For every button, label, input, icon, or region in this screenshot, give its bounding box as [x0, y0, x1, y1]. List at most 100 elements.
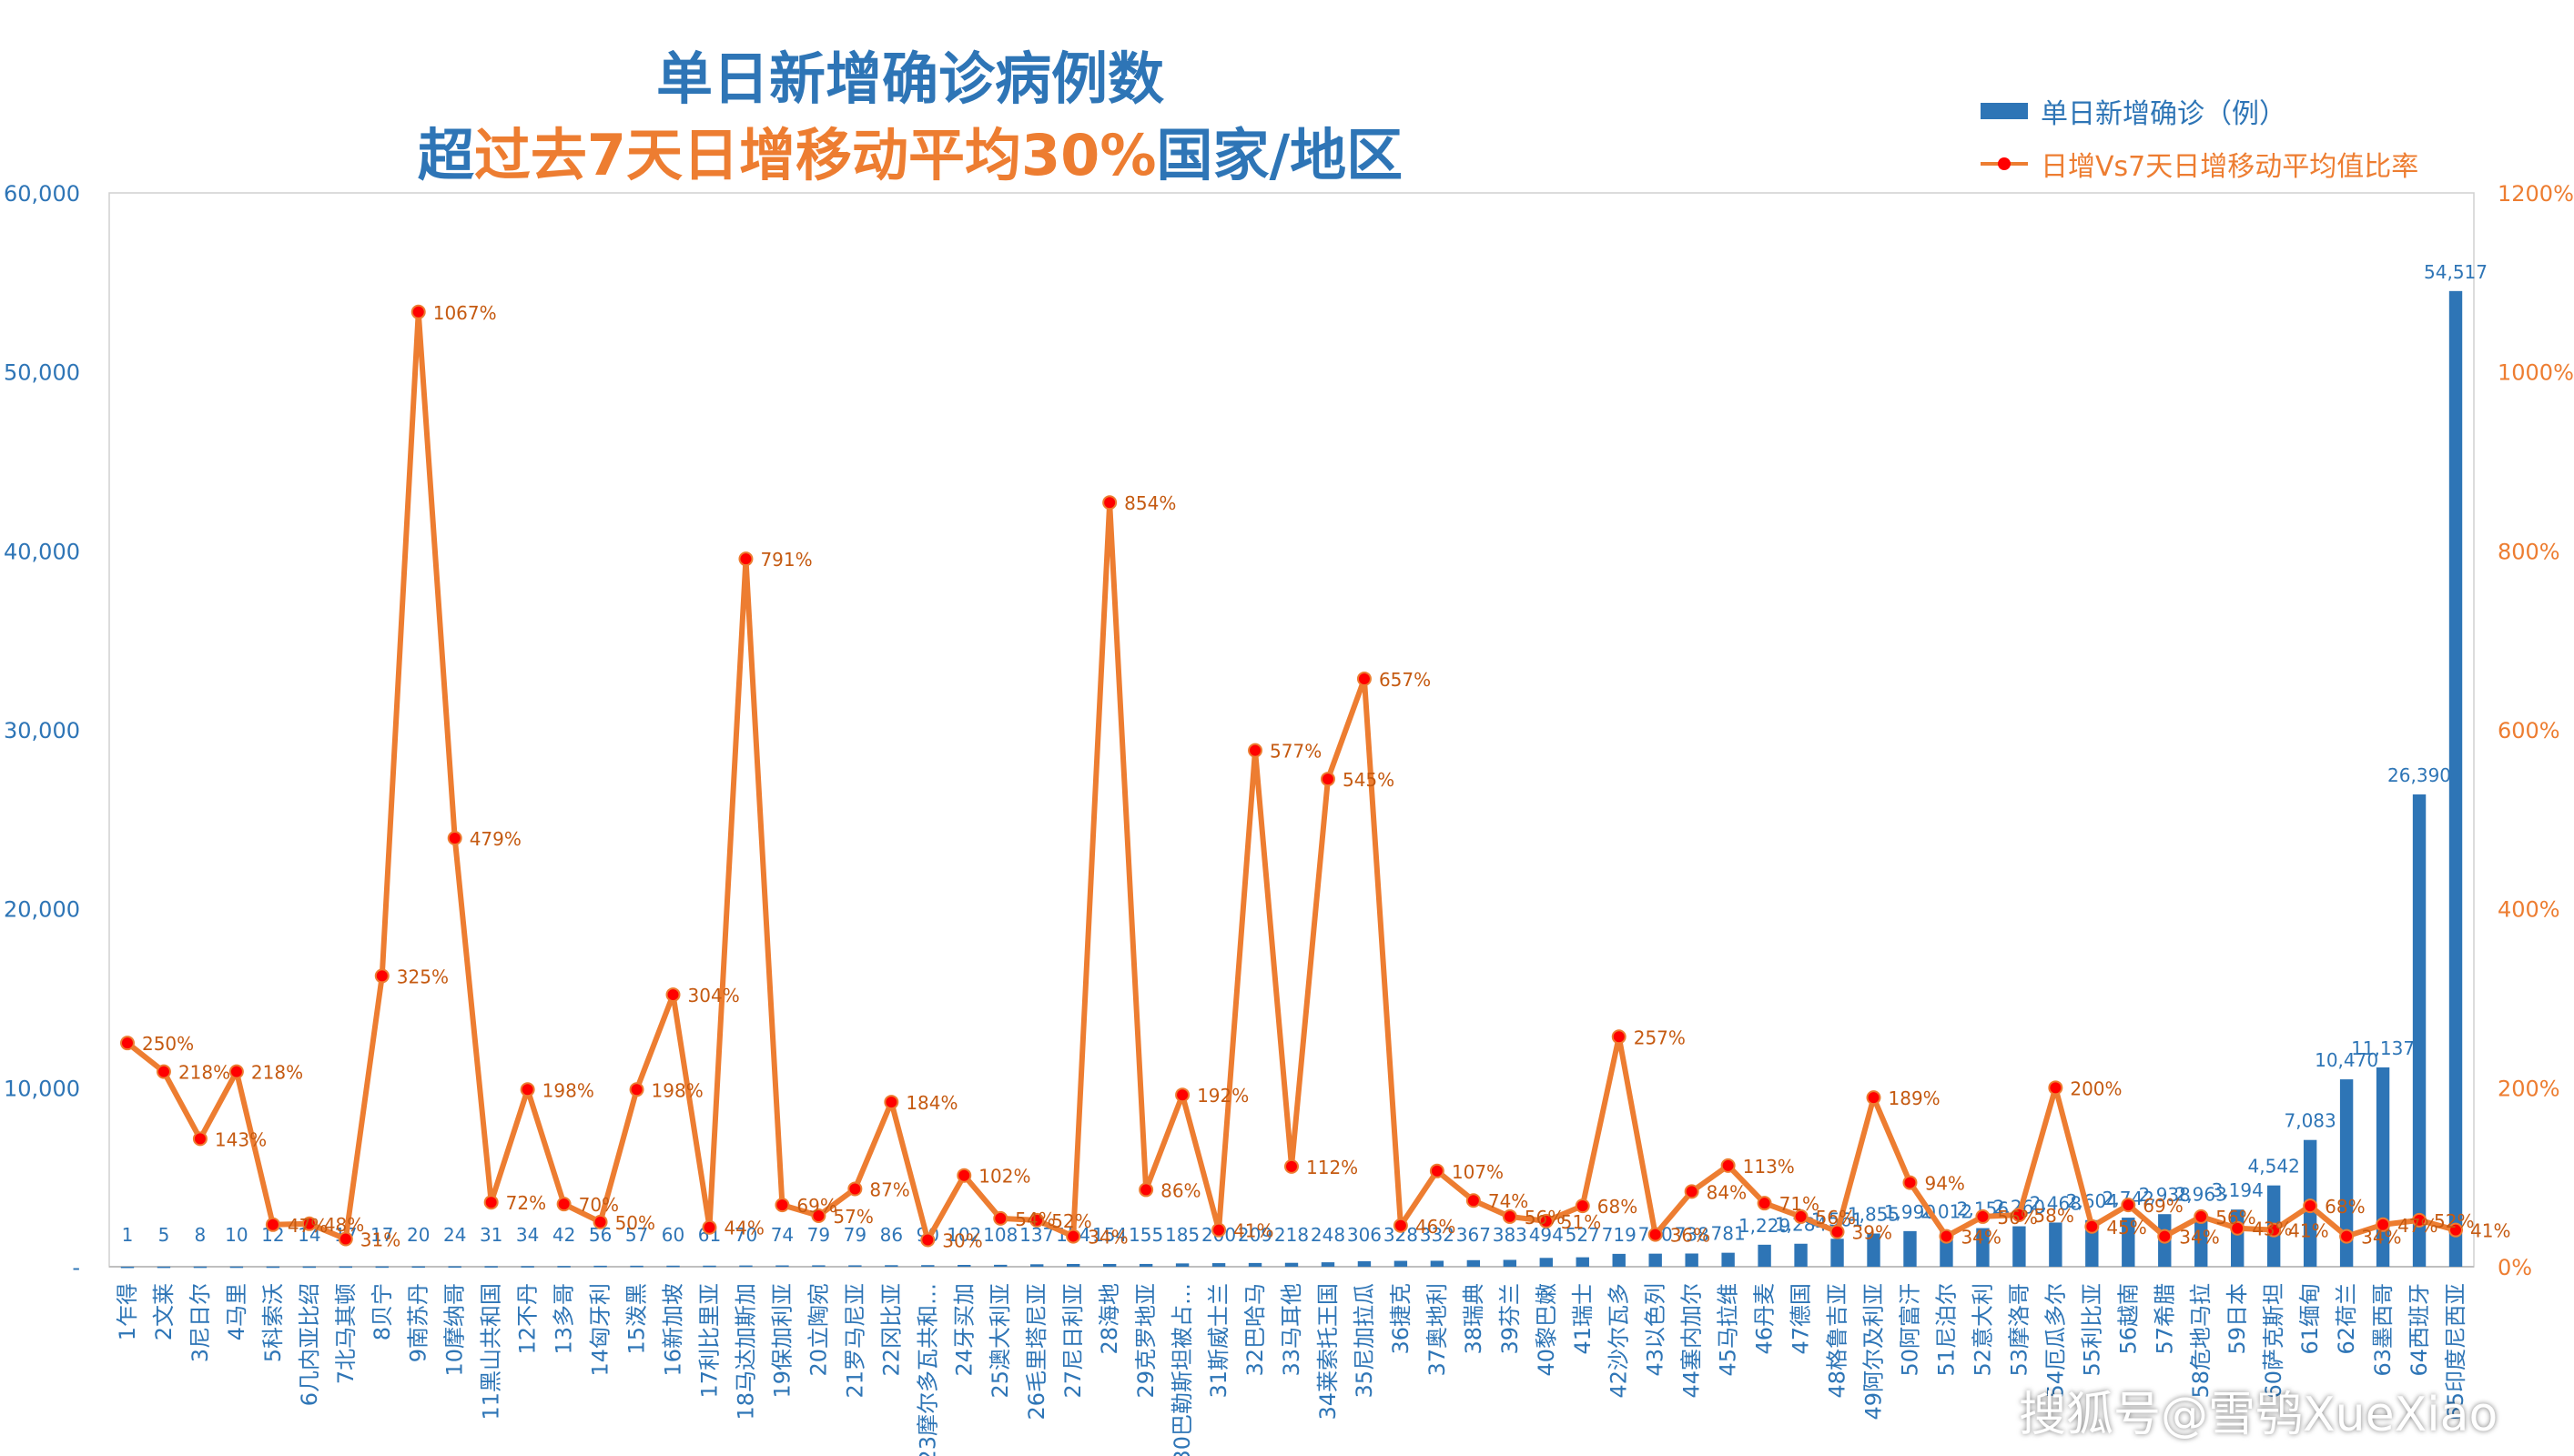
line-value-label: 56%: [2215, 1207, 2255, 1228]
category-label: 32巴哈马: [1242, 1283, 1268, 1377]
category-label: 4马里: [224, 1283, 249, 1340]
bar: [157, 1266, 171, 1269]
bar-value-label: 367: [1456, 1224, 1491, 1246]
bar-value-label: 42: [552, 1224, 575, 1246]
line-point: [1102, 495, 1118, 511]
line-point: [847, 1181, 863, 1197]
line-point: [1284, 1158, 1299, 1174]
line-value-label: 69%: [2143, 1195, 2183, 1217]
line-point: [593, 1214, 608, 1229]
line-point: [1975, 1208, 1991, 1224]
category-label: 58危地马拉: [2188, 1283, 2214, 1399]
bar-value-label: 383: [1493, 1224, 1527, 1246]
bar: [1284, 1262, 1299, 1267]
line-value-label: 48%: [324, 1214, 364, 1236]
y-left-tick-label: 60,000: [4, 181, 80, 207]
line-value-label: 198%: [652, 1079, 704, 1101]
bar: [375, 1266, 389, 1269]
bar: [339, 1266, 352, 1269]
line-point: [1502, 1208, 1517, 1224]
line-value-label: 56%: [1816, 1207, 1856, 1228]
bar-value-label: 7,083: [2285, 1110, 2336, 1132]
bar-value-label: 10: [225, 1224, 248, 1246]
bar: [1102, 1263, 1117, 1267]
line-point: [1320, 772, 1335, 787]
bar: [302, 1266, 317, 1269]
line-point: [702, 1219, 717, 1235]
line-value-label: 84%: [1707, 1181, 1747, 1203]
line-value-label: 71%: [1779, 1193, 1819, 1215]
line-value-label: 68%: [2325, 1196, 2365, 1218]
bar: [1794, 1243, 1808, 1267]
bar: [521, 1266, 534, 1268]
bar-value-label: 17: [370, 1224, 393, 1246]
category-label: 35尼加拉瓜: [1352, 1283, 1377, 1399]
category-label: 25澳大利亚: [988, 1283, 1013, 1399]
line-value-label: 304%: [688, 985, 740, 1006]
bar: [1721, 1252, 1735, 1267]
category-label: 62荷兰: [2334, 1283, 2359, 1355]
bar-value-label: 719: [1602, 1224, 1637, 1246]
bar-value-label: 2,963: [2175, 1184, 2227, 1206]
category-label: 56越南: [2115, 1283, 2141, 1355]
bar: [775, 1265, 789, 1268]
bar: [2049, 1222, 2062, 1267]
line-value-label: 218%: [251, 1062, 303, 1084]
category-label: 33马耳他: [1279, 1283, 1304, 1377]
line-value-label: 47%: [2397, 1215, 2437, 1237]
bar: [2122, 1218, 2135, 1267]
bar: [1321, 1262, 1335, 1267]
line-point: [1356, 671, 1372, 686]
category-label: 38瑞典: [1461, 1283, 1486, 1355]
category-label: 28海地: [1097, 1283, 1122, 1355]
line-value-label: 57%: [833, 1206, 873, 1228]
line-value-label: 87%: [869, 1178, 909, 1200]
line-point: [1175, 1087, 1191, 1103]
category-label: 49阿尔及利亚: [1861, 1283, 1887, 1421]
line-point: [2012, 1207, 2027, 1222]
y-right-tick-label: 1000%: [2498, 360, 2574, 386]
bar: [2339, 1079, 2354, 1267]
bar-value-label: 24: [443, 1224, 466, 1246]
bar: [2412, 794, 2427, 1267]
line-value-label: 72%: [506, 1192, 546, 1214]
category-label: 59日本: [2224, 1283, 2250, 1355]
bar-value-label: 20: [407, 1224, 430, 1246]
line-value-label: 68%: [1597, 1196, 1637, 1218]
subtitle-part-1: 过去7天日增移动平均30%: [473, 122, 1157, 188]
ratio-line: [126, 308, 2457, 1243]
bar-value-label: 2,604: [2066, 1190, 2118, 1212]
line-point: [2266, 1222, 2282, 1238]
line-point: [1757, 1196, 1772, 1211]
line-value-label: 102%: [978, 1166, 1030, 1188]
line-value-label: 56%: [1997, 1207, 2037, 1228]
category-label: 44塞内加尔: [1679, 1283, 1705, 1399]
line-value-label: 200%: [2070, 1077, 2122, 1099]
bar-value-label: 738: [1675, 1223, 1709, 1245]
category-label: 10摩纳哥: [442, 1283, 468, 1377]
line-point: [1611, 1029, 1626, 1045]
line-value-label: 36%: [1670, 1225, 1710, 1247]
bar: [1976, 1228, 1990, 1267]
bar: [411, 1266, 425, 1269]
bar-value-label: 3,194: [2212, 1179, 2264, 1201]
bar: [848, 1265, 862, 1267]
bar: [448, 1266, 461, 1269]
line-value-label: 30%: [942, 1230, 982, 1252]
line-value-label: 51%: [1561, 1211, 1601, 1233]
bar: [1539, 1258, 1553, 1267]
bar-value-label: 185: [1165, 1224, 1200, 1246]
line-point: [993, 1210, 1008, 1226]
bar-value-label: 209: [1238, 1224, 1272, 1246]
line-point: [2448, 1222, 2464, 1238]
line-point: [738, 551, 754, 567]
category-label: 53摩洛哥: [2006, 1283, 2032, 1377]
line-value-label: 545%: [1343, 769, 1394, 791]
category-label: 57希腊: [2152, 1283, 2177, 1355]
bar: [1393, 1260, 1408, 1267]
category-label: 14匈牙利: [588, 1283, 613, 1377]
line-value-label: 143%: [215, 1128, 267, 1150]
line-value-label: 184%: [906, 1092, 958, 1114]
bar: [739, 1265, 753, 1268]
legend-bar-swatch: [1981, 103, 2028, 119]
